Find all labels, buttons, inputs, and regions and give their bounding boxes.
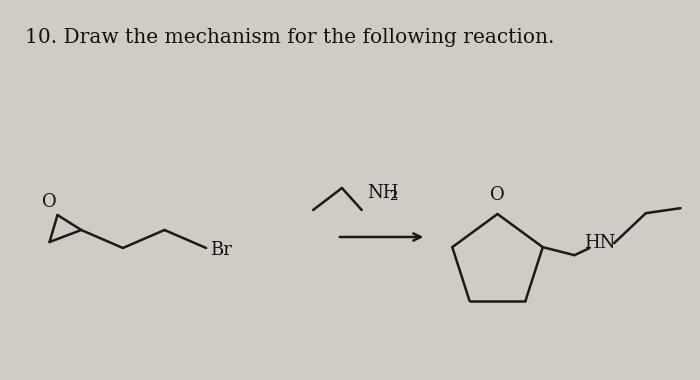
Text: O: O — [490, 186, 505, 204]
Text: NH: NH — [367, 184, 398, 202]
Text: 10. Draw the mechanism for the following reaction.: 10. Draw the mechanism for the following… — [25, 28, 554, 47]
Text: 2: 2 — [389, 190, 398, 204]
Text: HN: HN — [584, 234, 616, 252]
Text: O: O — [42, 193, 57, 211]
Text: Br: Br — [210, 241, 232, 259]
